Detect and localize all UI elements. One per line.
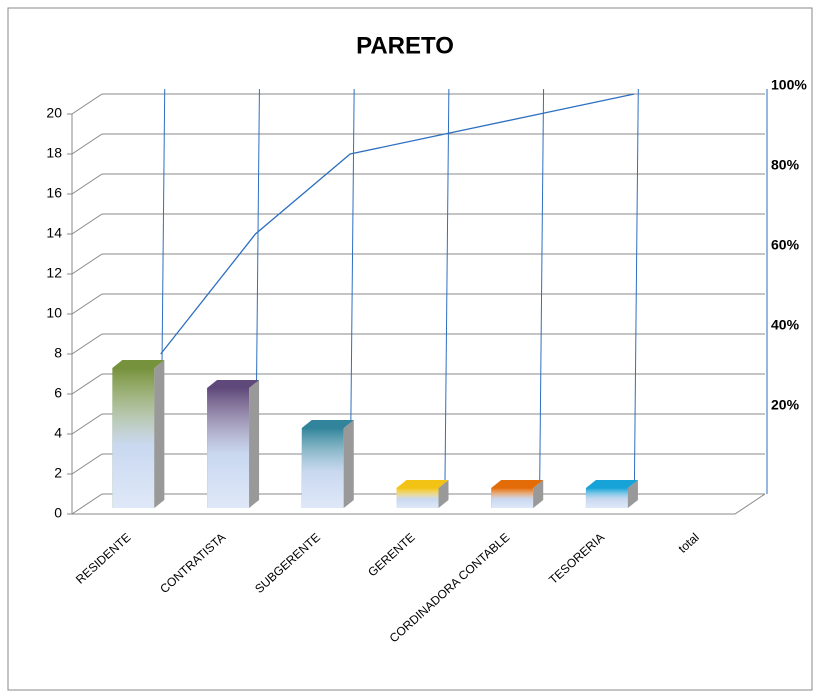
grid-line bbox=[71, 173, 765, 195]
y-tick-label: 0 bbox=[54, 505, 62, 521]
bar-fade bbox=[491, 488, 534, 508]
bar-top bbox=[112, 360, 165, 368]
bar bbox=[207, 380, 260, 508]
y-tick-label: 2 bbox=[54, 465, 62, 481]
y-tick-label: 4 bbox=[54, 425, 62, 441]
bar-side bbox=[343, 420, 354, 508]
y-tick-label: 8 bbox=[54, 345, 62, 361]
grid-line bbox=[71, 373, 765, 395]
bar-top bbox=[585, 480, 638, 488]
bar-fade bbox=[207, 388, 250, 508]
grid-line bbox=[71, 133, 765, 155]
bar-side bbox=[249, 380, 260, 508]
drop-line bbox=[539, 88, 545, 495]
bar-fade bbox=[585, 488, 628, 508]
bar-side bbox=[627, 480, 638, 508]
drop-line bbox=[444, 88, 450, 495]
y2-tick-label: 60% bbox=[771, 237, 800, 253]
grid-line bbox=[71, 493, 765, 515]
y-tick-label: 6 bbox=[54, 385, 62, 401]
y2-tick-label: 40% bbox=[771, 317, 800, 333]
bar-top bbox=[207, 380, 260, 388]
bar bbox=[301, 420, 354, 508]
floor bbox=[72, 493, 766, 515]
bar bbox=[396, 480, 449, 508]
y-tick-label: 20 bbox=[46, 105, 62, 121]
bar-top bbox=[491, 480, 544, 488]
grid-line bbox=[71, 293, 765, 315]
grid-line bbox=[71, 413, 765, 435]
bar-side bbox=[154, 360, 165, 508]
y-tick-label: 18 bbox=[46, 145, 62, 161]
chart-border bbox=[7, 7, 813, 691]
bar-top bbox=[396, 480, 449, 488]
cumulative-line bbox=[160, 93, 635, 355]
y-tick-label: 12 bbox=[46, 265, 62, 281]
drop-line bbox=[633, 88, 639, 495]
grid-line bbox=[71, 333, 765, 355]
y2-tick-label: 20% bbox=[771, 397, 800, 413]
grid-line bbox=[71, 453, 765, 475]
bar-side bbox=[533, 480, 544, 508]
y-tick-label: 16 bbox=[46, 185, 62, 201]
bar bbox=[491, 480, 544, 508]
bar-fade bbox=[396, 488, 439, 508]
bar bbox=[112, 360, 165, 508]
bar-top bbox=[301, 420, 354, 428]
y-tick-label: 10 bbox=[46, 305, 62, 321]
bar bbox=[585, 480, 638, 508]
bar-fade bbox=[301, 428, 344, 508]
bar-fade bbox=[112, 368, 155, 508]
grid-line bbox=[71, 213, 765, 235]
grid-line bbox=[71, 253, 765, 275]
y2-tick-label: 80% bbox=[771, 157, 800, 173]
y2-tick-label: 100% bbox=[771, 77, 807, 93]
bar-side bbox=[438, 480, 449, 508]
chart-title: PARETO bbox=[356, 32, 454, 59]
y-tick-label: 14 bbox=[46, 225, 62, 241]
